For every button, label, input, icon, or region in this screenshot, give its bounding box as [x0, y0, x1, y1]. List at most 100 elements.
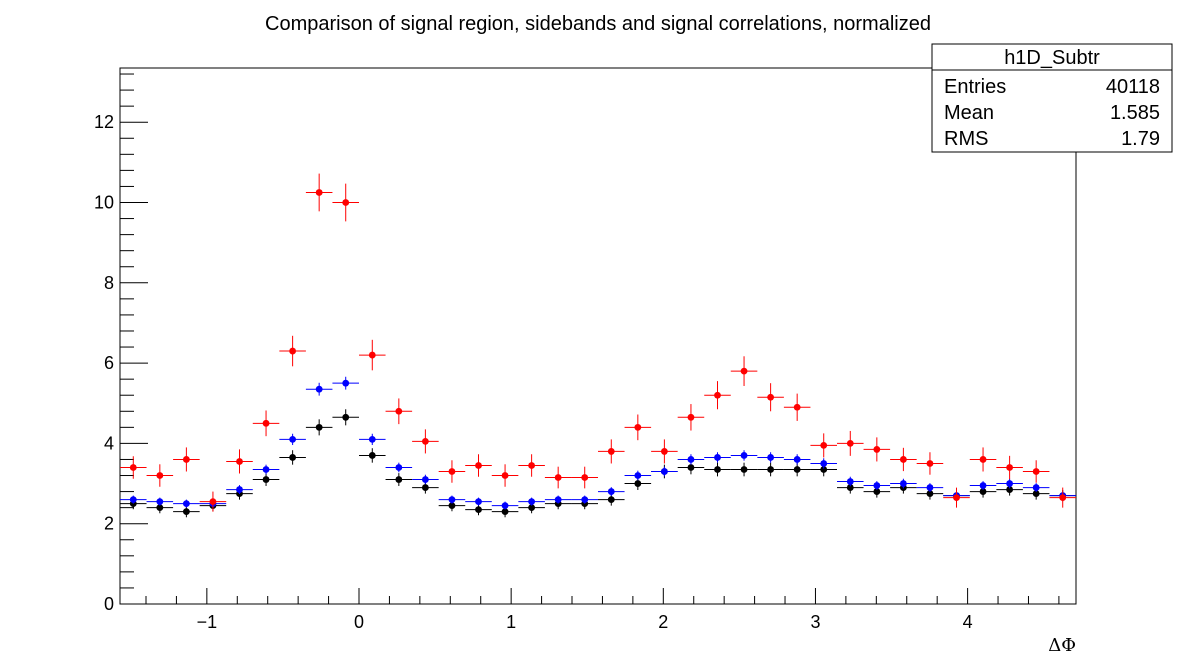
y-tick-label: 10 [94, 193, 114, 213]
marker [421, 437, 429, 445]
marker [209, 498, 217, 506]
marker [607, 488, 615, 495]
data-point [173, 506, 200, 518]
data-point [465, 504, 492, 516]
y-tick-label: 0 [104, 594, 114, 614]
marker [714, 466, 721, 473]
marker [740, 367, 748, 375]
marker [926, 484, 934, 491]
marker [156, 472, 164, 479]
data-point [359, 448, 386, 463]
data-point [571, 495, 598, 504]
data-point [438, 495, 466, 504]
marker [687, 413, 695, 421]
marker [129, 464, 137, 471]
data-point [677, 454, 705, 465]
data-point [1049, 487, 1076, 508]
data-point [996, 478, 1023, 489]
data-point [677, 404, 705, 431]
series-0 [120, 173, 1076, 512]
marker [820, 466, 828, 473]
data-point [146, 464, 174, 487]
marker [182, 508, 190, 516]
data-point [810, 458, 837, 469]
data-point [598, 439, 625, 464]
data-point [598, 487, 625, 496]
marker [236, 458, 243, 465]
marker [1059, 494, 1067, 502]
data-point [491, 501, 519, 510]
data-point [332, 183, 359, 222]
data-point [969, 447, 997, 472]
plot-frame [119, 67, 1077, 605]
data-point [624, 470, 652, 481]
marker [767, 393, 775, 401]
data-point [863, 481, 891, 490]
x-tick-label: 3 [810, 612, 820, 632]
marker [395, 476, 403, 483]
x-tick-label: 2 [658, 612, 668, 632]
data-point [518, 454, 545, 477]
marker [156, 504, 164, 512]
stats-rms-value: 1.79 [1121, 128, 1160, 150]
x-axis-tick-labels: −1 0 1 2 3 4 [197, 612, 973, 632]
marker [846, 484, 854, 491]
data-point [890, 478, 917, 489]
data-point [279, 433, 306, 446]
data-point [890, 447, 917, 472]
data-point [571, 466, 598, 489]
data-point [173, 499, 200, 508]
marker [926, 460, 934, 467]
marker [262, 476, 270, 483]
data-point [120, 456, 147, 479]
data-point [916, 452, 944, 475]
marker [793, 466, 801, 473]
marker [156, 498, 164, 506]
data-point [730, 462, 758, 477]
data-point [757, 383, 784, 412]
marker [501, 502, 509, 510]
marker [342, 413, 350, 421]
y-tick-label: 2 [104, 514, 114, 534]
data-point [226, 485, 253, 494]
data-point [252, 473, 280, 486]
data-point [996, 455, 1023, 480]
data-point [730, 450, 758, 461]
data-point [757, 452, 784, 463]
marker [448, 496, 456, 504]
marker [448, 502, 456, 510]
y-tick-label: 8 [104, 273, 114, 293]
marker [528, 498, 536, 506]
marker [820, 460, 828, 467]
series-1 [120, 376, 1076, 510]
marker [873, 488, 881, 495]
data-point [173, 447, 200, 472]
data-point [783, 393, 811, 421]
marker [846, 478, 854, 485]
marker [634, 472, 642, 479]
data-point [1022, 487, 1050, 500]
data-point [969, 481, 997, 490]
marker [581, 474, 589, 481]
marker [289, 435, 297, 443]
marker [660, 448, 668, 455]
marker [368, 435, 376, 443]
marker [899, 456, 907, 463]
data-point [305, 419, 333, 436]
marker [262, 419, 270, 427]
marker [793, 403, 801, 411]
marker [501, 508, 509, 516]
marker [687, 456, 695, 463]
data-point [465, 497, 492, 506]
marker [262, 466, 270, 473]
marker [820, 442, 828, 449]
data-point [863, 437, 891, 462]
data-point [359, 433, 386, 446]
marker [979, 482, 987, 489]
marker [873, 482, 881, 489]
stats-entries-label: Entries [944, 76, 1006, 98]
data-point [704, 462, 731, 477]
marker [1032, 468, 1040, 475]
marker [767, 466, 775, 473]
marker [767, 454, 775, 461]
